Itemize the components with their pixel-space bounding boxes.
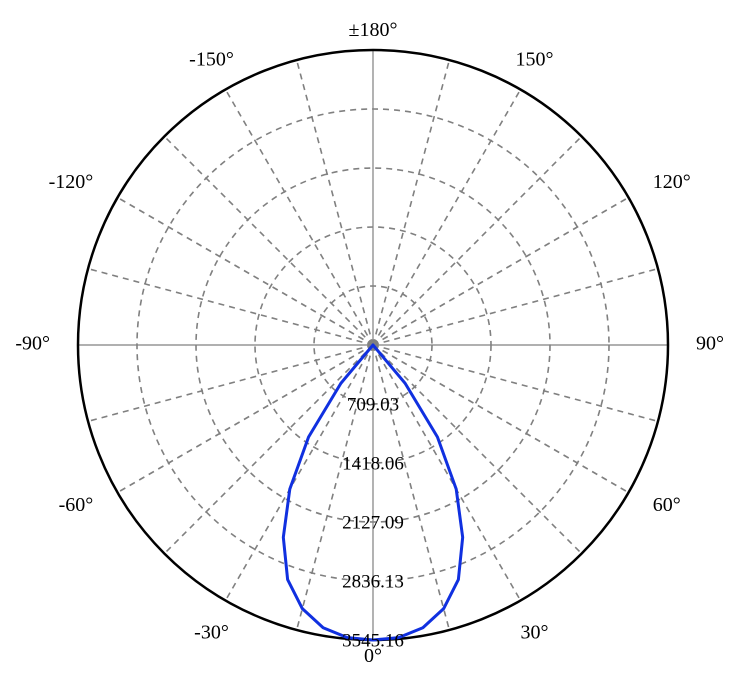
angle-label: -60° bbox=[59, 494, 94, 516]
angle-label: -30° bbox=[194, 621, 229, 643]
radial-label: 3545.16 bbox=[342, 630, 404, 651]
radial-label: 2127.09 bbox=[342, 512, 404, 533]
radial-label: 709.03 bbox=[347, 394, 399, 415]
angle-label: 150° bbox=[516, 48, 554, 70]
angle-label: -150° bbox=[189, 48, 234, 70]
angle-label: 120° bbox=[653, 171, 691, 193]
angle-label: -90° bbox=[15, 333, 50, 355]
angle-label: 30° bbox=[521, 621, 549, 643]
radial-label: 2836.13 bbox=[342, 571, 404, 592]
angle-label: 60° bbox=[653, 494, 681, 516]
polar-chart: ±180°150°120°90°60°30°0°-30°-60°-90°-120… bbox=[0, 0, 747, 691]
angle-label: ±180° bbox=[349, 19, 398, 41]
angle-label: -120° bbox=[49, 171, 94, 193]
angle-label: 90° bbox=[696, 333, 724, 355]
radial-label: 1418.06 bbox=[342, 453, 404, 474]
